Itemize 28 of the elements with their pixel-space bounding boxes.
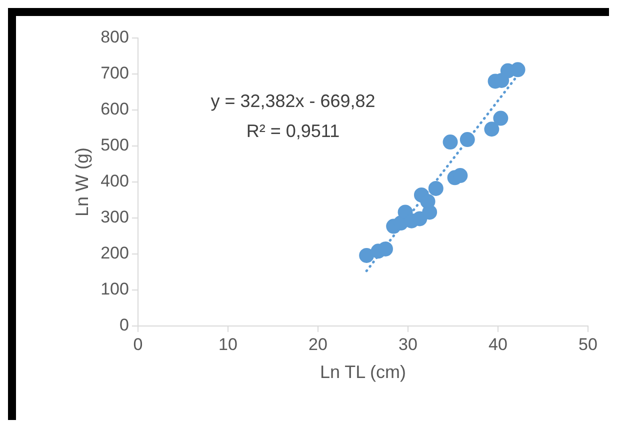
y-tick-label: 800 — [100, 28, 129, 47]
y-tick-label: 400 — [100, 172, 129, 191]
x-tick-label: 20 — [308, 334, 328, 354]
point — [452, 168, 468, 184]
y-axis-title: Ln W (g) — [72, 147, 92, 217]
y-tick-label: 0 — [119, 316, 129, 335]
point — [460, 132, 475, 148]
x-tick-label: 50 — [578, 334, 598, 354]
x-axis-title: Ln TL (cm) — [320, 362, 406, 382]
y-tick-label: 600 — [100, 100, 129, 119]
annotation: y = 32,382x - 669,82 — [210, 90, 376, 113]
point — [442, 134, 458, 150]
x-tick-label: 0 — [133, 334, 143, 354]
point — [484, 122, 500, 137]
y-tick-label: 300 — [100, 208, 129, 227]
y-tick-label: 200 — [100, 244, 129, 263]
y-tick-label: 500 — [100, 136, 129, 155]
point — [428, 180, 444, 196]
point — [493, 110, 508, 126]
point — [510, 62, 526, 78]
y-tick-label: 700 — [100, 64, 129, 83]
x-tick-label: 30 — [398, 334, 418, 354]
x-tick-label: 10 — [218, 334, 238, 354]
y-tick-label: 100 — [100, 280, 129, 299]
annotation: R² = 0,9511 — [245, 120, 341, 143]
point — [420, 194, 436, 209]
x-tick-label: 40 — [488, 334, 508, 354]
point — [359, 248, 374, 263]
